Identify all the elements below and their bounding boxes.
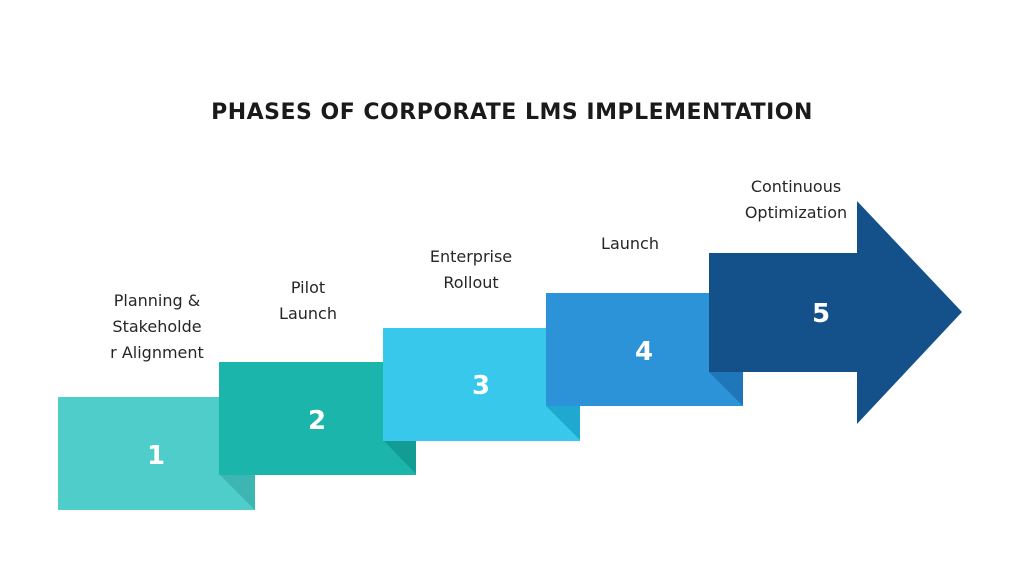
phase-3-label-line-1: Enterprise [429,247,513,266]
phase-2-label: Pilot Launch [248,275,368,327]
phase-3-label: Enterprise Rollout [406,244,536,296]
step-1-fold [219,474,255,510]
phase-5-label-line-1: Continuous [750,177,842,196]
phase-1-label-line-1: Planning & [113,291,201,310]
phase-4-label-line-1: Launch [601,234,659,253]
phase-1-label: Planning & Stakeholde r Alignment [76,288,238,366]
phase-1-label-line-2: Stakeholde [112,317,202,336]
step-3-number: 3 [472,371,490,401]
phase-2-label-line-1: Pilot [290,278,326,297]
phase-5-label-line-2: Optimization [744,203,848,222]
step-5-arrow [709,201,962,424]
phase-3-label-line-2: Rollout [443,273,499,292]
diagram-title: PHASES OF CORPORATE LMS IMPLEMENTATION [211,100,813,125]
phase-1-label-line-3: r Alignment [110,343,204,362]
step-3-fold [546,406,580,440]
step-4-fold [709,372,743,406]
step-5-number: 5 [812,299,830,329]
phase-2-label-line-2: Launch [279,304,337,323]
step-2-number: 2 [308,406,326,436]
phase-5-label: Continuous Optimization [726,174,866,226]
step-4-number: 4 [635,337,653,367]
step-2-fold [383,440,416,474]
phase-4-label: Launch [575,231,685,257]
step-1-number: 1 [147,441,165,471]
